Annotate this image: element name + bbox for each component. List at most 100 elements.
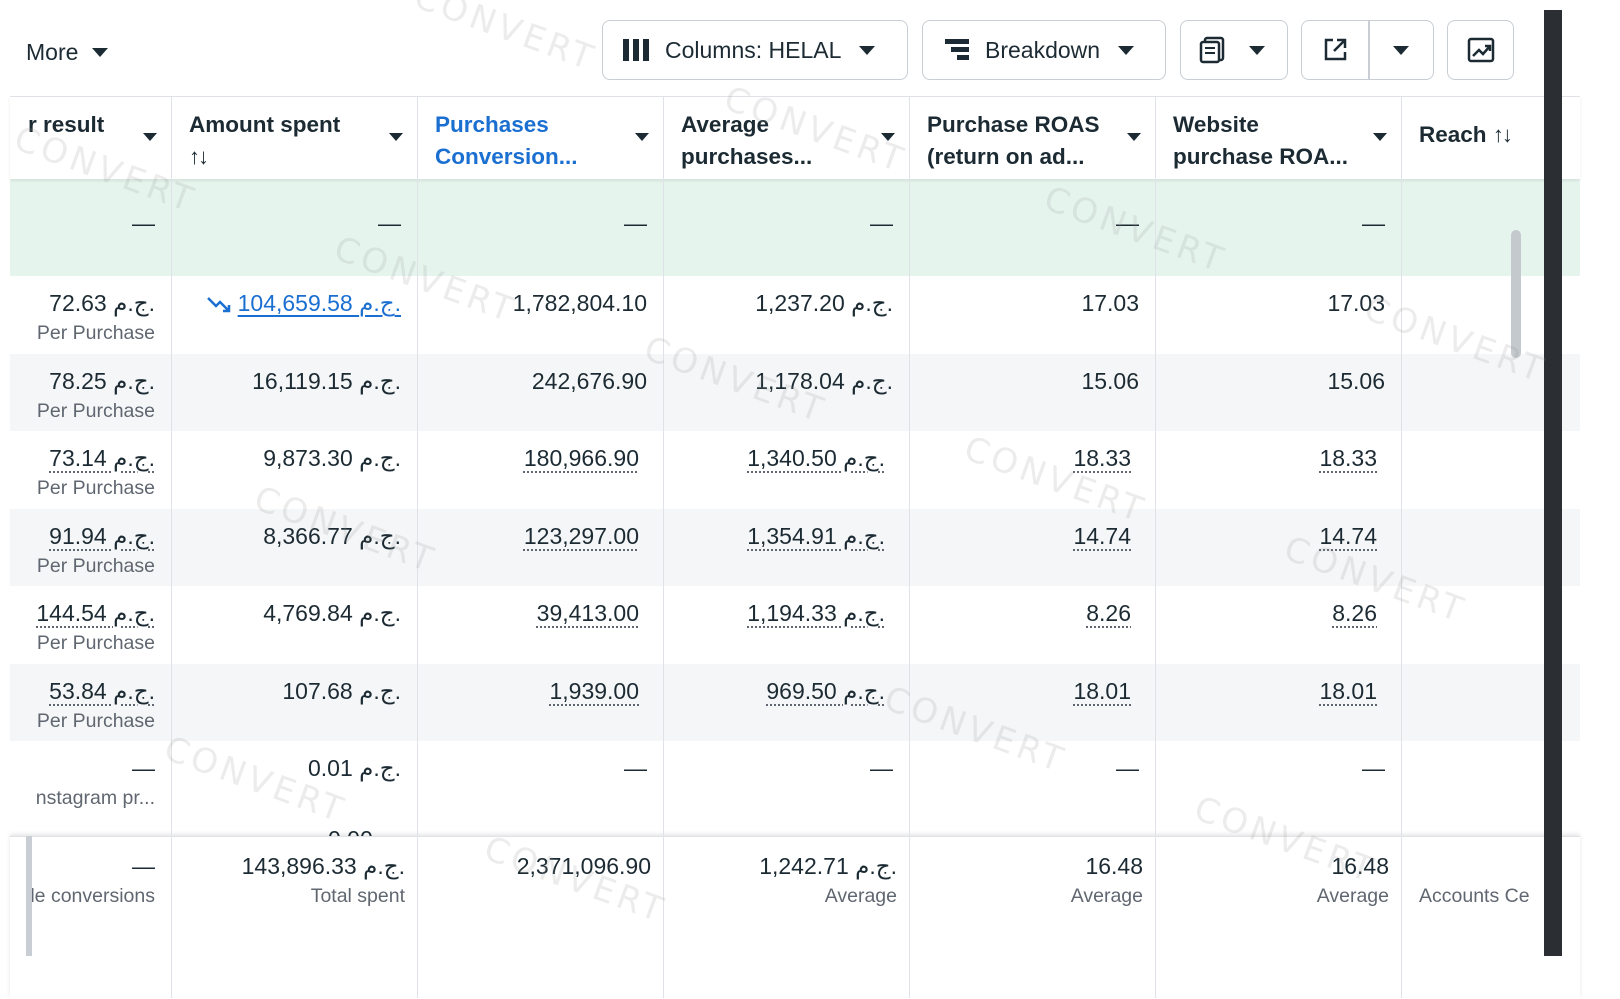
- caret-down-icon: [859, 45, 876, 55]
- result-cell: —: [132, 755, 155, 781]
- header-result[interactable]: r result: [10, 97, 171, 179]
- column-divider[interactable]: [1401, 96, 1402, 998]
- header-purchases-conversion[interactable]: Purchases Conversion...: [417, 97, 663, 179]
- table-row-selected[interactable]: — — — — — —: [10, 178, 1580, 276]
- table-row[interactable]: 91.94 ج.م. Per Purchase 8,366.77 ج.م. 123…: [10, 509, 1580, 586]
- roas-cell: 15.06: [1081, 368, 1139, 394]
- export-button-group: [1301, 20, 1434, 80]
- average-cell: —: [870, 210, 893, 236]
- trend-down-icon: [206, 290, 238, 316]
- footer-reach-sub: Accounts Ce: [1419, 885, 1530, 907]
- amount-cell: 0.01 ج.م.: [307, 755, 401, 781]
- roas-cell: 18.01: [1073, 678, 1131, 704]
- chart-button[interactable]: [1447, 20, 1514, 80]
- conversion-cell: 123,297.00: [523, 523, 639, 549]
- divider: [1368, 21, 1370, 79]
- header-website-roas-label-1: Website: [1173, 112, 1259, 137]
- sort-icon[interactable]: ↑↓: [189, 144, 209, 169]
- vertical-scrollbar-thumb[interactable]: [1511, 230, 1521, 358]
- roas-cell: 8.26: [1086, 600, 1131, 626]
- header-website-roas[interactable]: Website purchase ROA...: [1155, 97, 1401, 179]
- result-sub: Per Purchase: [36, 322, 155, 344]
- result-sub: Per Purchase: [36, 555, 155, 577]
- result-sub: nstagram pr...: [35, 787, 155, 809]
- caret-down-icon: [92, 47, 109, 57]
- caret-down-icon[interactable]: [635, 133, 649, 141]
- header-roas-label-2: (return on ad...: [927, 144, 1085, 169]
- conversion-cell: —: [624, 210, 647, 236]
- window-edge: [1544, 10, 1562, 956]
- caret-down-icon[interactable]: [881, 133, 895, 141]
- footer-amount: 143,896.33 ج.م.: [241, 853, 405, 879]
- horizontal-scroll-edge: [26, 836, 32, 956]
- website-roas-cell: 14.74: [1319, 523, 1377, 549]
- average-cell: 969.50 ج.م.: [766, 678, 885, 704]
- table-row[interactable]: 78.25 ج.م. Per Purchase 16,119.15 ج.م. 24…: [10, 354, 1580, 431]
- table-footer-totals: — le conversions 143,896.33 ج.م. Total spe…: [10, 836, 1580, 999]
- column-divider[interactable]: [171, 96, 172, 998]
- footer-roas-sub: Average: [1070, 885, 1143, 907]
- header-average-label-2: purchases...: [681, 144, 813, 169]
- result-cell: 78.25 ج.م.: [49, 368, 155, 394]
- caret-down-icon[interactable]: [1127, 133, 1141, 141]
- result-sub: Per Purchase: [36, 400, 155, 422]
- conversion-cell: 1,782,804.10: [512, 290, 647, 316]
- header-amount-spent[interactable]: Amount spent ↑↓: [171, 97, 417, 179]
- average-cell: 1,340.50 ج.م.: [747, 445, 885, 471]
- table-row[interactable]: 73.14 ج.م. Per Purchase 9,873.30 ج.م. 180…: [10, 431, 1580, 509]
- amount-cell: 8,366.77 ج.م.: [263, 523, 401, 549]
- caret-down-icon[interactable]: [389, 133, 403, 141]
- amount-cell: —: [378, 210, 401, 236]
- column-divider[interactable]: [663, 96, 664, 998]
- export-button[interactable]: [1302, 21, 1368, 79]
- header-reach-label: Reach: [1419, 122, 1487, 147]
- roas-cell: 17.03: [1081, 290, 1139, 316]
- conversion-cell: 180,966.90: [523, 445, 639, 471]
- amount-cell: 9,873.30 ج.م.: [263, 445, 401, 471]
- table-row[interactable]: — nstagram pr... 0.01 ج.م. — — — —: [10, 741, 1580, 836]
- result-sub: Per Purchase: [36, 710, 155, 732]
- roas-cell: —: [1116, 755, 1139, 781]
- table-header: r result Amount spent ↑↓ Purchases Conve…: [10, 96, 1580, 179]
- conversion-cell: —: [624, 755, 647, 781]
- table-row[interactable]: 72.63 ج.م. Per Purchase 104,659.58 ج.م. 1…: [10, 276, 1580, 354]
- more-button[interactable]: More: [26, 34, 109, 70]
- header-conversion-label-1: Purchases: [435, 112, 549, 137]
- caret-down-icon: [1249, 45, 1265, 55]
- columns-label: Columns: HELAL: [665, 36, 842, 63]
- amount-cell: 107.68 ج.م.: [282, 678, 401, 704]
- breakdown-button[interactable]: Breakdown: [922, 20, 1166, 80]
- header-conversion-label-2: Conversion...: [435, 144, 578, 169]
- caret-down-icon[interactable]: [143, 133, 157, 141]
- column-divider[interactable]: [909, 96, 910, 998]
- result-cell: 72.63 ج.م.: [49, 290, 155, 316]
- table-row[interactable]: 53.84 ج.م. Per Purchase 107.68 ج.م. 1,939…: [10, 664, 1580, 741]
- footer-average: 1,242.71 ج.م.: [759, 853, 897, 879]
- reports-button[interactable]: [1180, 20, 1288, 80]
- result-sub: Per Purchase: [36, 477, 155, 499]
- toolbar: More Columns: HELAL Breakdown: [0, 0, 1620, 96]
- export-dropdown-button[interactable]: [1369, 21, 1433, 79]
- more-label: More: [26, 38, 79, 65]
- footer-result: —: [132, 853, 155, 879]
- caret-down-icon[interactable]: [1373, 133, 1387, 141]
- column-divider[interactable]: [1155, 96, 1156, 998]
- columns-icon: [623, 39, 651, 61]
- column-divider[interactable]: [417, 96, 418, 998]
- header-purchase-roas[interactable]: Purchase ROAS (return on ad...: [909, 97, 1155, 179]
- sort-icon[interactable]: ↑↓: [1492, 122, 1513, 147]
- data-table: r result Amount spent ↑↓ Purchases Conve…: [10, 96, 1580, 999]
- header-reach[interactable]: Reach ↑↓: [1401, 97, 1541, 179]
- average-cell: —: [870, 755, 893, 781]
- columns-button[interactable]: Columns: HELAL: [602, 20, 908, 80]
- website-roas-cell: 18.33: [1319, 445, 1377, 471]
- amount-spent-link[interactable]: 104,659.58 ج.م.: [237, 290, 401, 316]
- footer-result-sub: le conversions: [30, 885, 155, 907]
- result-cell: —: [132, 210, 155, 236]
- table-row[interactable]: 144.54 ج.م. Per Purchase 4,769.84 ج.م. 39…: [10, 586, 1580, 664]
- header-average-purchases[interactable]: Average purchases...: [663, 97, 909, 179]
- header-website-roas-label-2: purchase ROA...: [1173, 144, 1349, 169]
- header-amount-label: Amount spent: [189, 112, 341, 137]
- footer-average-sub: Average: [824, 885, 897, 907]
- header-average-label-1: Average: [681, 112, 769, 137]
